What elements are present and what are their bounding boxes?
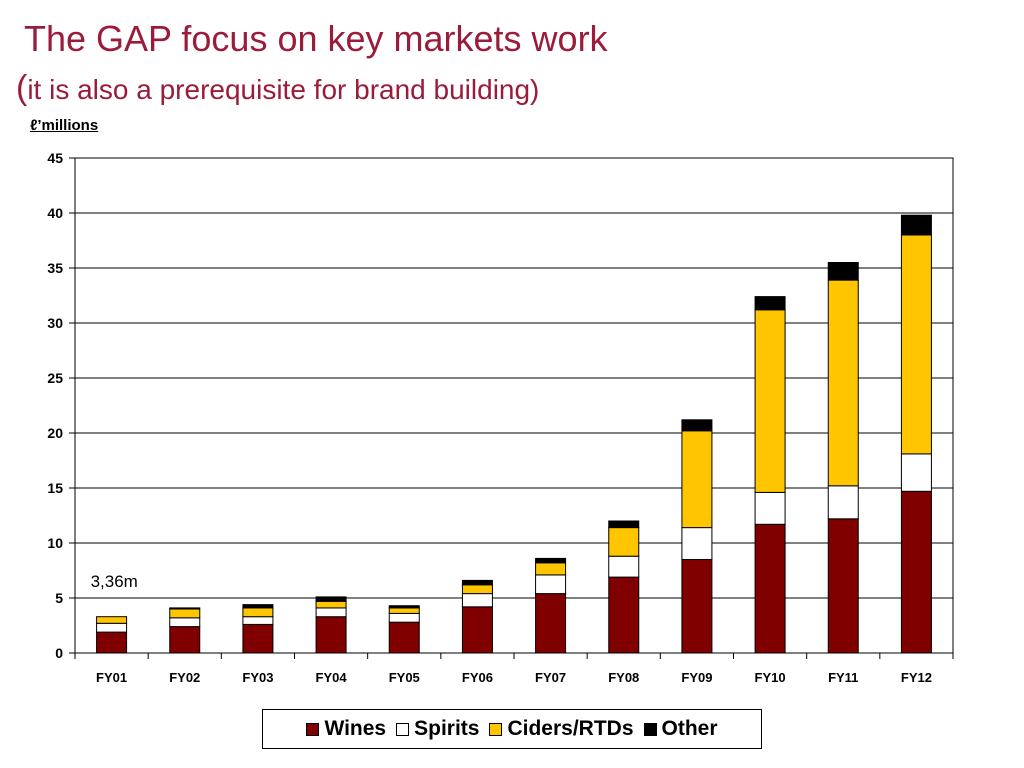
unit-label: ℓ’millions	[30, 117, 99, 134]
x-tick-label: FY12	[901, 670, 932, 685]
bar-wines-fy12	[900, 490, 932, 654]
legend-swatch	[396, 722, 410, 736]
bar-ciders-rtds-fy05	[388, 607, 420, 614]
x-tick-label: FY03	[242, 670, 273, 685]
bar-wines-fy07	[535, 593, 567, 654]
legend-label: Spirits	[414, 717, 480, 740]
bar-ciders-rtds-fy10	[754, 309, 786, 493]
bar-ciders-rtds-fy07	[535, 562, 567, 576]
bar-wines-fy06	[461, 606, 493, 654]
y-tick-label: 10	[47, 535, 63, 551]
chart-legend: Wines Spirits Ciders/RTDs Other	[262, 709, 762, 749]
legend-item-ciders-rtds: Ciders/RTDs	[489, 717, 634, 741]
bar-spirits-fy12	[900, 453, 932, 492]
bar-ciders-rtds-fy02	[169, 608, 201, 619]
bar-spirits-fy02	[169, 617, 201, 628]
bar-wines-fy09	[681, 559, 713, 654]
bar-ciders-rtds-fy12	[900, 234, 932, 455]
bar-other-fy10	[754, 296, 786, 311]
y-tick-label: 20	[47, 425, 63, 441]
bar-wines-fy05	[388, 621, 420, 654]
y-tick-label: 25	[47, 370, 63, 386]
bar-wines-fy01	[96, 631, 128, 654]
bar-wines-fy02	[169, 626, 201, 654]
bar-other-fy03	[242, 604, 274, 609]
page-subtitle: (it is also a prerequisite for brand bui…	[16, 68, 539, 110]
bar-wines-fy03	[242, 623, 274, 654]
legend-item-other: Other	[643, 717, 718, 741]
bar-spirits-fy07	[535, 574, 567, 595]
bar-other-fy02	[169, 607, 201, 610]
bar-wines-fy10	[754, 523, 786, 654]
x-tick-label: FY02	[169, 670, 200, 685]
bar-other-fy09	[681, 419, 713, 432]
legend-swatch	[306, 722, 320, 736]
x-tick-label: FY11	[828, 670, 858, 685]
bar-other-fy08	[608, 520, 640, 529]
x-tick-label: FY01	[96, 670, 127, 685]
bar-spirits-fy06	[461, 593, 493, 608]
bar-other-fy04	[315, 596, 347, 602]
y-tick-label: 40	[47, 205, 63, 221]
x-tick-label: FY10	[755, 670, 786, 685]
bar-spirits-fy09	[681, 527, 713, 560]
subtitle-paren: (	[16, 69, 28, 107]
x-tick-label: FY05	[389, 670, 420, 685]
bar-other-fy07	[535, 557, 567, 564]
x-tick-label: FY04	[316, 670, 348, 685]
bar-spirits-fy11	[827, 485, 859, 520]
bar-ciders-rtds-fy11	[827, 279, 859, 487]
legend-label: Other	[661, 717, 718, 740]
y-tick-label: 45	[47, 150, 63, 166]
legend-item-wines: Wines	[306, 717, 386, 741]
bar-spirits-fy05	[388, 612, 420, 623]
bar-spirits-fy01	[96, 622, 128, 633]
y-tick-label: 35	[47, 260, 63, 276]
bar-other-fy06	[461, 579, 493, 586]
legend-label: Wines	[324, 717, 387, 740]
legend-item-spirits: Spirits	[396, 717, 479, 741]
bar-spirits-fy08	[608, 555, 640, 578]
x-tick-label: FY06	[462, 670, 493, 685]
legend-label: Ciders/RTDs	[507, 717, 634, 740]
y-tick-label: 5	[55, 590, 63, 606]
subtitle-text: it is also a prerequisite for brand buil…	[27, 74, 540, 105]
bar-wines-fy11	[827, 518, 859, 654]
y-tick-label: 0	[55, 645, 63, 661]
bar-wines-fy04	[315, 616, 347, 654]
y-tick-label: 15	[47, 480, 63, 496]
bar-other-fy05	[388, 605, 420, 609]
bar-wines-fy08	[608, 576, 640, 654]
bar-ciders-rtds-fy03	[242, 607, 274, 618]
x-tick-label: FY09	[681, 670, 712, 685]
legend-swatch	[489, 722, 503, 736]
bar-ciders-rtds-fy08	[608, 527, 640, 557]
legend-swatch	[643, 722, 657, 736]
x-tick-label: FY07	[535, 670, 566, 685]
page-title: The GAP focus on key markets work	[24, 18, 608, 59]
bar-ciders-rtds-fy01	[96, 616, 128, 624]
bar-other-fy11	[827, 262, 859, 281]
bar-ciders-rtds-fy04	[315, 600, 347, 609]
x-tick-label: FY08	[608, 670, 639, 685]
bar-spirits-fy03	[242, 616, 274, 625]
annotation-label: 3,36m	[91, 572, 138, 591]
bar-ciders-rtds-fy06	[461, 584, 493, 595]
y-tick-label: 30	[47, 315, 63, 331]
bar-spirits-fy10	[754, 491, 786, 525]
bar-other-fy12	[900, 214, 932, 236]
bar-spirits-fy04	[315, 607, 347, 618]
bar-ciders-rtds-fy09	[681, 430, 713, 529]
plot-area	[74, 157, 954, 654]
